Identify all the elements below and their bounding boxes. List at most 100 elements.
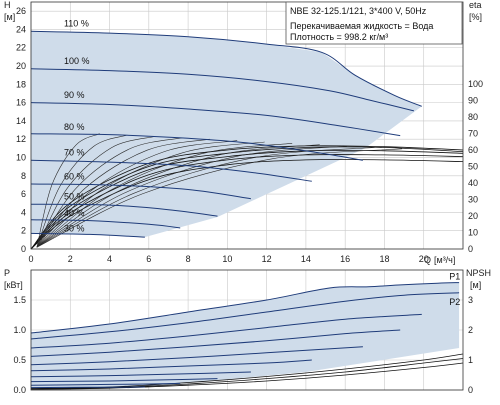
y2-tick-label: 100: [468, 79, 483, 89]
efficiency-fan-line: [36, 133, 100, 248]
npsh-tick-label: 1: [468, 355, 473, 365]
x-tick-label: 6: [146, 254, 151, 264]
head-curve: [30, 219, 181, 229]
power-curves: [30, 282, 460, 389]
y-tick-label: 24: [16, 24, 26, 34]
efficiency-fan-line: [36, 134, 128, 248]
efficiency-curve: [30, 145, 464, 250]
lower-operating-area: [31, 282, 460, 388]
x-tick-label: 2: [68, 254, 73, 264]
p1-label: P1: [449, 272, 460, 282]
y2-tick-label: 70: [468, 129, 478, 139]
efficiency-curves: [30, 133, 464, 250]
efficiency-curve: [30, 159, 464, 250]
y-tick-label: 14: [16, 116, 26, 126]
power-curve: [30, 386, 145, 389]
efficiency-fan-line: [36, 143, 293, 248]
y2-tick-label: 20: [468, 211, 478, 221]
efficiency-fan-line: [36, 136, 155, 248]
y-tick-label: 6: [21, 189, 26, 199]
x-axis-unit: [м³/ч]: [434, 255, 455, 265]
x-tick-label: 14: [301, 254, 311, 264]
power-series-labels: P1 P2: [449, 272, 460, 307]
p-axis-unit: [кВт]: [4, 280, 23, 290]
head-curve: [30, 102, 401, 137]
y-tick-label: 0: [21, 244, 26, 254]
upper-plot-frame: [30, 1, 464, 250]
x-tick-label: 4: [107, 254, 112, 264]
y-tick-label: 8: [21, 171, 26, 181]
efficiency-fan-line: [36, 141, 265, 248]
npsh-axis-unit: [м]: [470, 280, 481, 290]
speed-label: 90 %: [64, 90, 85, 100]
head-curve: [30, 203, 218, 217]
p-tick-label: 1.0: [13, 325, 26, 335]
y2-tick-label: 90: [468, 96, 478, 106]
p-tick-label: 1.5: [13, 295, 26, 305]
speed-label: 40 %: [64, 208, 85, 218]
speed-label: 100 %: [64, 56, 90, 66]
y-tick-label: 12: [16, 134, 26, 144]
info-box: [285, 1, 463, 45]
power-curve: [30, 346, 363, 366]
upper-y2-ticks: 0 10 20 30 40 50 60 70 80 90 100: [468, 79, 483, 254]
x-tick-label: 0: [28, 254, 33, 264]
head-curve: [30, 232, 145, 238]
speed-label: 50 %: [64, 192, 85, 202]
x-tick-label: 12: [262, 254, 272, 264]
head-curve: [30, 30, 422, 107]
efficiency-curve: [30, 149, 464, 250]
x-tick-label: 16: [340, 254, 350, 264]
p-axis-label: P: [4, 268, 10, 278]
power-curve: [30, 378, 218, 383]
efficiency-fan-line: [36, 147, 375, 248]
efficiency-fan-line: [36, 144, 320, 248]
y-tick-label: 18: [16, 79, 26, 89]
lower-frame-rect: [30, 269, 464, 391]
power-curve: [30, 282, 460, 334]
npsh-curve: [30, 362, 464, 390]
efficiency-fan-line: [36, 145, 348, 248]
y-axis-label: H: [4, 0, 11, 10]
head-curves: [30, 30, 422, 238]
power-curve: [30, 329, 401, 357]
y-tick-label: 16: [16, 98, 26, 108]
npsh-tick-label: 3: [468, 295, 473, 305]
npsh-tick-label: 0: [468, 385, 473, 395]
y2-tick-label: 10: [468, 228, 478, 238]
speed-label: 60 %: [64, 171, 85, 181]
lower-area-fill: [31, 282, 460, 388]
efficiency-fan-line: [36, 140, 238, 248]
x-tick-label: 20: [419, 254, 429, 264]
head-curve: [30, 183, 251, 200]
y-tick-label: 10: [16, 153, 26, 163]
lower-plot-frame: [30, 269, 464, 391]
speed-labels: 110 % 100 % 90 % 80 % 70 % 60 % 50 % 40 % 30 %: [64, 19, 90, 234]
power-curve: [30, 371, 251, 378]
power-curve: [30, 292, 460, 340]
info-density: Плотность = 998.2 кг/м³: [290, 32, 388, 42]
efficiency-curve: [30, 154, 464, 250]
npsh-axis-label: NPSH: [466, 268, 491, 278]
y-tick-label: 22: [16, 43, 26, 53]
speed-label: 110 %: [64, 19, 89, 29]
x-tick-label: 18: [379, 254, 389, 264]
power-curve: [30, 382, 181, 386]
x-tick-label: 10: [222, 254, 232, 264]
head-curve: [30, 133, 363, 161]
y2-tick-label: 80: [468, 112, 478, 122]
x-tick-label: 8: [186, 254, 191, 264]
npsh-tick-label: 2: [468, 325, 473, 335]
speed-label: 80 %: [64, 122, 85, 132]
upper-frame-rect: [30, 1, 464, 250]
y2-tick-label: 50: [468, 162, 478, 172]
y-tick-label: 26: [16, 6, 26, 16]
y-tick-label: 4: [21, 207, 26, 217]
upper-x-ticks: 0 2 4 6 8 10 12 14 16 18 20: [28, 254, 428, 264]
y2-axis-label: eta: [469, 0, 482, 10]
x-axis-label: Q: [424, 255, 431, 265]
lower-y-ticks: 0.0 0.5 1.0 1.5: [13, 295, 26, 395]
y-tick-label: 2: [21, 226, 26, 236]
